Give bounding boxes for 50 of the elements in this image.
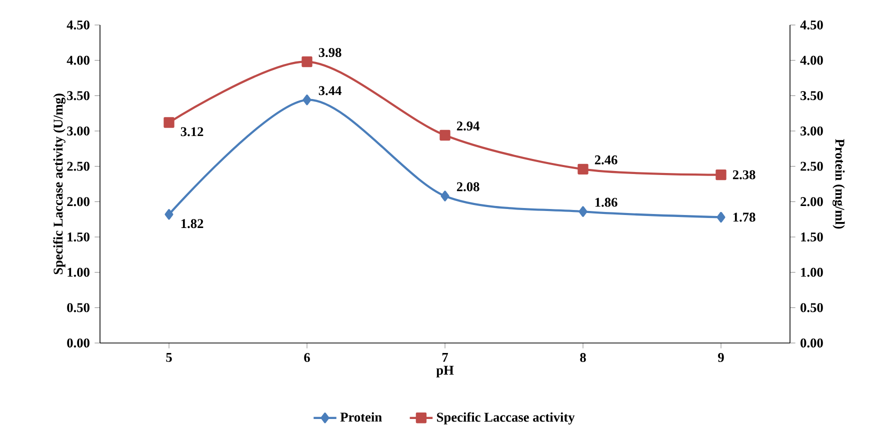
point bbox=[716, 169, 726, 180]
y-tick-label: 4.50 bbox=[66, 20, 90, 30]
data-label: 2.94 bbox=[456, 122, 480, 131]
point bbox=[164, 209, 174, 220]
y-axis-title: Specific Laccase activity (U/mg) bbox=[53, 94, 66, 274]
y-tick-label: 0.00 bbox=[67, 338, 90, 348]
data-label: 1.78 bbox=[733, 212, 756, 222]
x-tick-label: 9 bbox=[718, 353, 724, 362]
y-tick-label: 4.00 bbox=[66, 56, 90, 65]
point bbox=[302, 56, 312, 68]
y2-tick-label: 0.50 bbox=[800, 303, 823, 312]
y-tick-label: 0.50 bbox=[67, 303, 90, 312]
data-label: 1.86 bbox=[595, 198, 618, 207]
data-label: 1.82 bbox=[181, 219, 204, 228]
point bbox=[578, 164, 588, 174]
point bbox=[716, 212, 726, 223]
data-label: 2.08 bbox=[456, 182, 480, 192]
x-tick-label: 6 bbox=[304, 353, 310, 362]
y2-tick-label: 2.00 bbox=[800, 197, 823, 206]
y2-tick-label: 3.00 bbox=[800, 126, 823, 136]
y2-tick-label: 3.50 bbox=[800, 91, 823, 100]
x-axis-title: pH bbox=[436, 366, 454, 378]
y2-axis-title: Protein (mg/ml) bbox=[832, 138, 845, 229]
y-tick-label: 3.00 bbox=[67, 126, 90, 136]
x-tick-label: 8 bbox=[580, 353, 586, 362]
y2-tick-label: 1.00 bbox=[801, 268, 823, 277]
y-tick-label: 2.00 bbox=[67, 197, 90, 206]
y-tick-label: 1.50 bbox=[68, 232, 90, 242]
x-tick-label: 7 bbox=[442, 353, 448, 362]
y2-tick-label: 4.50 bbox=[800, 20, 823, 30]
legend-label: Protein bbox=[340, 412, 382, 422]
data-label: 2.38 bbox=[732, 170, 756, 180]
y2-tick-label: 4.00 bbox=[800, 56, 823, 65]
y2-tick-label: 2.50 bbox=[800, 162, 823, 171]
point bbox=[578, 206, 588, 217]
y-tick-label: 2.50 bbox=[67, 162, 90, 171]
point bbox=[440, 190, 450, 202]
y2-tick-label: 0.00 bbox=[800, 338, 823, 348]
data-label: 3.98 bbox=[318, 48, 342, 58]
data-label: 3.12 bbox=[180, 127, 204, 136]
point bbox=[164, 117, 174, 128]
y-tick-label: 3.50 bbox=[67, 91, 90, 100]
data-label: 2.46 bbox=[594, 155, 618, 164]
point bbox=[440, 130, 450, 141]
y-tick-label: 1.00 bbox=[68, 268, 90, 277]
y2-tick-label: 1.50 bbox=[801, 232, 823, 242]
x-tick-label: 5 bbox=[166, 353, 172, 362]
point bbox=[302, 94, 312, 106]
data-label: 3.44 bbox=[318, 86, 342, 96]
legend-label: Specific Laccase activity bbox=[437, 412, 575, 424]
